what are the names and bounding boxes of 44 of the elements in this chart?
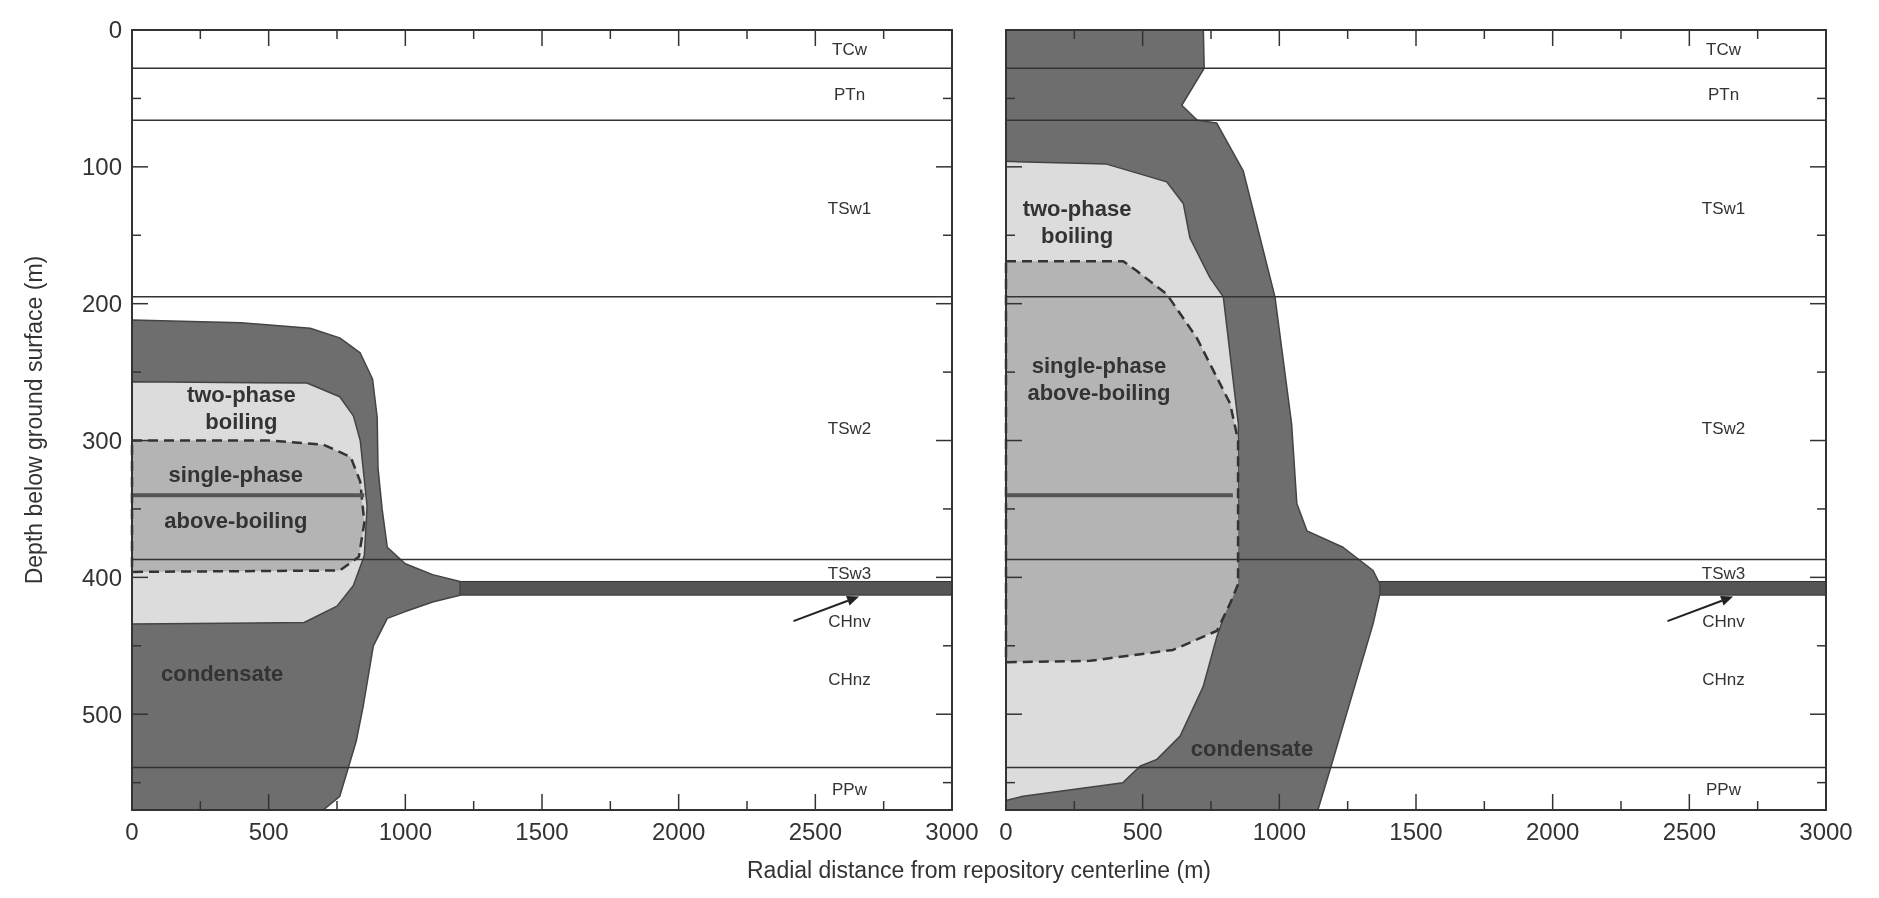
x-tick-label: 1000 (378, 818, 433, 845)
x-tick-label: 500 (1122, 818, 1163, 845)
annotation: TCw (832, 40, 868, 60)
annotation: TSw2 (827, 419, 872, 439)
series-label: condensate (161, 660, 284, 686)
y-tick-label: 200 (81, 290, 122, 318)
annotation: CHnv (1702, 612, 1746, 632)
series-label: condensate (1190, 736, 1314, 762)
x-tick-label: 1500 (1389, 818, 1443, 845)
annotation: PPw (832, 780, 868, 800)
x-tick-label: 500 (248, 818, 289, 845)
annotation: TSw3 (827, 564, 872, 584)
y-tick-label: 500 (81, 700, 122, 728)
annotation: PTn (833, 85, 866, 105)
x-tick-label: 1000 (1252, 818, 1307, 845)
series-label: single-phase above-boiling (164, 462, 308, 533)
annotation: TSw1 (1701, 198, 1746, 218)
x-tick-label: 0 (999, 818, 1013, 845)
series-label: two-phase boiling (186, 381, 296, 435)
y-tick-label: 100 (81, 153, 122, 181)
y-tick-label: 400 (81, 563, 122, 591)
x-tick-label: 2500 (1662, 818, 1717, 845)
annotation: TSw3 (1701, 564, 1746, 584)
x-tick-label: 2000 (1525, 818, 1580, 845)
annotation: TCw (1706, 40, 1742, 60)
annotation: CHnz (1702, 669, 1745, 689)
x-tick-label: 0 (125, 818, 139, 845)
annotation: CHnv (828, 612, 872, 632)
y-axis-title: Depth below ground surface (m) (21, 255, 47, 585)
x-tick-label: 3000 (1799, 818, 1853, 845)
y-tick-label: 300 (81, 426, 122, 454)
x-tick-label: 2500 (788, 818, 843, 845)
x-tick-label: 1500 (515, 818, 569, 845)
x-tick-label: 3000 (925, 818, 979, 845)
x-tick-label: 2000 (651, 818, 706, 845)
x-axis-title: Radial distance from repository centerline (m) (746, 857, 1212, 883)
series-label: two-phase boiling (1022, 195, 1132, 248)
annotation: TSw2 (1701, 419, 1746, 439)
y-tick-label: 0 (108, 16, 122, 44)
annotation: PPw (1706, 780, 1742, 800)
annotation: TSw1 (827, 198, 872, 218)
annotation: PTn (1707, 85, 1740, 105)
series-label: single-phase above-boiling (1027, 352, 1171, 406)
annotation: CHnz (828, 669, 871, 689)
